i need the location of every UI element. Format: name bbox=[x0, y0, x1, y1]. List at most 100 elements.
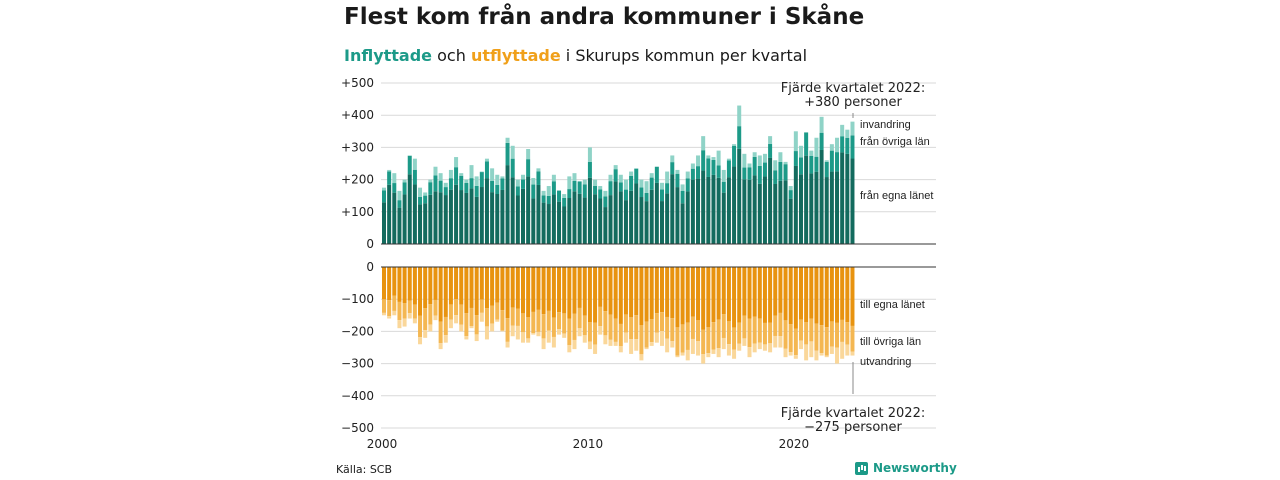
bar-in-imm-0 bbox=[382, 187, 386, 191]
bar-out-emi-35 bbox=[562, 333, 567, 338]
bar-out-other-64 bbox=[711, 322, 716, 350]
bar-out-emi-55 bbox=[665, 338, 670, 353]
bar-out-same-36 bbox=[567, 267, 572, 319]
label-fran-egna-lanet: från egna länet bbox=[860, 190, 933, 202]
bar-out-same-56 bbox=[670, 267, 675, 319]
bar-out-same-30 bbox=[536, 267, 541, 310]
bar-in-same-62 bbox=[701, 170, 706, 244]
bar-in-other-17 bbox=[469, 178, 474, 189]
bar-out-other-24 bbox=[505, 318, 510, 342]
bar-out-same-27 bbox=[520, 267, 525, 314]
bar-out-other-88 bbox=[835, 322, 840, 348]
bar-out-same-70 bbox=[742, 267, 747, 316]
bar-out-other-46 bbox=[618, 323, 623, 347]
bar-out-emi-2 bbox=[392, 310, 397, 316]
bar-in-imm-65 bbox=[716, 150, 721, 166]
bar-in-other-51 bbox=[644, 192, 649, 202]
bar-out-other-11 bbox=[438, 321, 443, 344]
bar-in-same-22 bbox=[495, 193, 500, 244]
bar-in-other-54 bbox=[659, 189, 664, 202]
bar-out-emi-22 bbox=[495, 319, 500, 322]
bar-in-imm-17 bbox=[469, 165, 474, 179]
bar-out-other-75 bbox=[768, 322, 773, 344]
bar-in-other-61 bbox=[696, 166, 701, 179]
bar-in-imm-67 bbox=[726, 158, 731, 161]
bar-in-same-46 bbox=[618, 191, 623, 244]
bar-in-other-81 bbox=[798, 157, 803, 175]
bar-in-other-5 bbox=[407, 155, 412, 175]
bar-in-imm-56 bbox=[670, 155, 675, 163]
bar-in-same-49 bbox=[634, 183, 639, 244]
annotation-top-line1: Fjärde kvartalet 2022: bbox=[781, 81, 925, 96]
bar-out-same-35 bbox=[562, 267, 567, 314]
bar-in-imm-31 bbox=[541, 190, 546, 196]
bar-in-other-20 bbox=[484, 161, 489, 179]
bar-out-other-34 bbox=[557, 312, 562, 330]
bar-out-emi-46 bbox=[618, 346, 623, 353]
bar-in-imm-79 bbox=[788, 186, 793, 191]
x-tick-2010: 2010 bbox=[573, 437, 604, 451]
bar-out-other-56 bbox=[670, 318, 675, 342]
bar-in-imm-14 bbox=[454, 157, 459, 168]
bar-out-emi-67 bbox=[726, 344, 731, 356]
subtitle-inflow-word: Inflyttade bbox=[344, 46, 433, 65]
bar-out-emi-38 bbox=[577, 328, 582, 337]
bar-in-same-32 bbox=[546, 204, 551, 244]
bar-out-emi-17 bbox=[469, 326, 474, 329]
bar-in-imm-36 bbox=[567, 176, 572, 190]
bar-in-imm-46 bbox=[618, 174, 623, 183]
bar-out-emi-29 bbox=[531, 333, 536, 335]
bar-in-same-67 bbox=[726, 177, 731, 244]
bar-out-emi-3 bbox=[397, 320, 402, 329]
bar-in-imm-22 bbox=[495, 174, 500, 185]
bar-out-same-18 bbox=[474, 267, 479, 316]
bar-in-other-53 bbox=[654, 166, 659, 183]
bar-in-other-10 bbox=[433, 175, 438, 192]
bar-in-same-52 bbox=[649, 189, 654, 244]
bar-in-same-58 bbox=[680, 203, 685, 244]
subtitle-and-word: och bbox=[437, 46, 466, 65]
bar-out-other-26 bbox=[515, 308, 520, 326]
bar-in-imm-28 bbox=[526, 149, 531, 160]
bar-in-other-3 bbox=[397, 200, 402, 208]
bar-out-same-22 bbox=[495, 267, 500, 303]
bar-out-emi-57 bbox=[675, 355, 680, 358]
bar-out-emi-64 bbox=[711, 349, 716, 354]
bar-out-same-20 bbox=[484, 267, 489, 309]
bar-out-other-57 bbox=[675, 327, 680, 356]
bar-out-same-39 bbox=[582, 267, 587, 316]
bar-in-imm-60 bbox=[690, 163, 695, 169]
bar-in-other-7 bbox=[418, 196, 423, 205]
bar-out-same-40 bbox=[587, 267, 592, 323]
bar-out-emi-59 bbox=[685, 349, 690, 361]
bar-out-same-74 bbox=[762, 267, 767, 323]
y-tick-top-5: 0 bbox=[366, 237, 374, 251]
bar-out-same-13 bbox=[448, 267, 453, 305]
bar-in-same-87 bbox=[829, 171, 834, 244]
bar-out-same-46 bbox=[618, 267, 623, 324]
bar-out-same-44 bbox=[608, 267, 613, 315]
chart-subtitle: Inflyttade och utflyttade i Skurups komm… bbox=[344, 46, 807, 65]
bar-out-other-54 bbox=[659, 312, 664, 332]
bar-in-same-40 bbox=[587, 177, 592, 244]
bar-in-imm-41 bbox=[593, 179, 598, 186]
bar-in-same-26 bbox=[515, 195, 520, 244]
bar-in-imm-48 bbox=[629, 171, 634, 176]
bar-in-other-82 bbox=[804, 132, 809, 156]
bar-in-other-0 bbox=[382, 190, 386, 203]
bar-out-other-32 bbox=[546, 310, 551, 331]
bar-in-imm-62 bbox=[701, 136, 706, 151]
bar-out-same-5 bbox=[407, 267, 412, 301]
bar-out-other-59 bbox=[685, 322, 690, 350]
bar-in-same-4 bbox=[402, 194, 407, 244]
bar-out-emi-15 bbox=[459, 324, 464, 332]
label-till-ovriga-lan: till övriga län bbox=[860, 336, 921, 348]
bar-out-same-26 bbox=[515, 267, 520, 309]
bar-out-same-49 bbox=[634, 267, 639, 316]
bar-out-same-55 bbox=[665, 267, 670, 317]
bar-out-same-75 bbox=[768, 267, 773, 323]
bar-out-emi-51 bbox=[644, 347, 649, 350]
bar-in-same-29 bbox=[531, 198, 536, 244]
bar-in-imm-37 bbox=[572, 173, 577, 181]
bar-out-same-64 bbox=[711, 267, 716, 323]
